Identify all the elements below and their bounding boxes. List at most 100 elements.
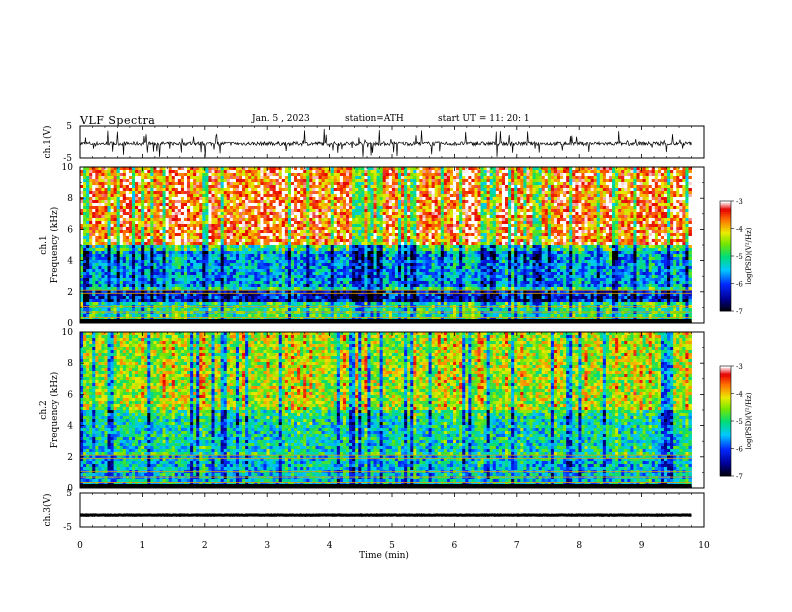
psd-cell [591,212,594,215]
psd-cell [389,215,392,218]
psd-cell [123,194,126,197]
psd-cell [346,212,349,215]
psd-cell [211,227,214,230]
psd-cell [392,197,395,200]
psd-cell [364,218,367,221]
psd-cell [591,179,594,182]
psd-cell [600,185,603,188]
psd-cell [218,179,221,182]
psd-cell [211,221,214,224]
psd-cell [196,215,199,218]
psd-cell [545,182,548,185]
psd-cell [477,185,480,188]
psd-cell [239,239,242,242]
psd-cell [612,179,615,182]
psd-cell [609,194,612,197]
psd-cell [487,188,490,191]
psd-cell [208,215,211,218]
psd-cell [273,230,276,233]
psd-cell [649,224,652,227]
psd-cell [297,221,300,224]
psd-cell [578,218,581,221]
psd-cell [114,182,117,185]
psd-cell [609,221,612,224]
psd-cell [245,182,248,185]
psd-cell [95,236,98,239]
psd-cell [551,239,554,242]
psd-cell [462,218,465,221]
psd-cell [386,203,389,206]
psd-cell [465,200,468,203]
psd-cell [432,194,435,197]
psd-cell [114,197,117,200]
psd-cell [585,236,588,239]
psd-cell [245,173,248,176]
psd-cell [300,209,303,212]
psd-cell [352,179,355,182]
psd-cell [676,179,679,182]
psd-cell [233,179,236,182]
psd-cell [575,182,578,185]
psd-cell [315,176,318,179]
psd-cell [361,236,364,239]
psd-cell [609,176,612,179]
psd-cell [514,197,517,200]
psd-cell [270,197,273,200]
psd-cell [169,224,172,227]
psd-cell [575,221,578,224]
psd-cell [548,167,551,170]
psd-cell [343,176,346,179]
psd-cell [199,197,202,200]
psd-cell [419,230,422,233]
psd-cell [322,233,325,236]
psd-cell [218,173,221,176]
psd-cell [276,236,279,239]
psd-cell [300,173,303,176]
psd-cell [245,221,248,224]
psd-cell [401,170,404,173]
psd-cell [505,236,508,239]
psd-cell [236,173,239,176]
psd-cell [251,239,254,242]
psd-cell [108,200,111,203]
psd-cell [615,218,618,221]
psd-cell [490,176,493,179]
psd-cell [193,191,196,194]
psd-cell [263,200,266,203]
psd-cell [273,206,276,209]
psd-cell [251,170,254,173]
psd-cell [682,188,685,191]
psd-cell [257,176,260,179]
psd-cell [646,215,649,218]
psd-cell [636,230,639,233]
psd-cell [429,170,432,173]
psd-cell [383,200,386,203]
psd-cell [318,200,321,203]
psd-cell [407,230,410,233]
psd-cell [468,224,471,227]
psd-cell [211,236,214,239]
psd-cell [285,236,288,239]
psd-cell [245,179,248,182]
psd-cell [337,170,340,173]
psd-cell [92,191,95,194]
psd-cell [597,188,600,191]
psd-cell [664,212,667,215]
psd-cell [557,206,560,209]
psd-cell [664,176,667,179]
psd-cell [224,224,227,227]
psd-cell [673,221,676,224]
psd-cell [612,221,615,224]
psd-cell [404,191,407,194]
psd-cell [606,227,609,230]
psd-cell [315,173,318,176]
psd-cell [682,173,685,176]
psd-cell [426,209,429,212]
psd-cell [141,167,144,170]
psd-cell [419,206,422,209]
psd-cell [679,227,682,230]
psd-cell [178,218,181,221]
psd-cell [282,170,285,173]
psd-cell [444,167,447,170]
psd-cell [349,206,352,209]
